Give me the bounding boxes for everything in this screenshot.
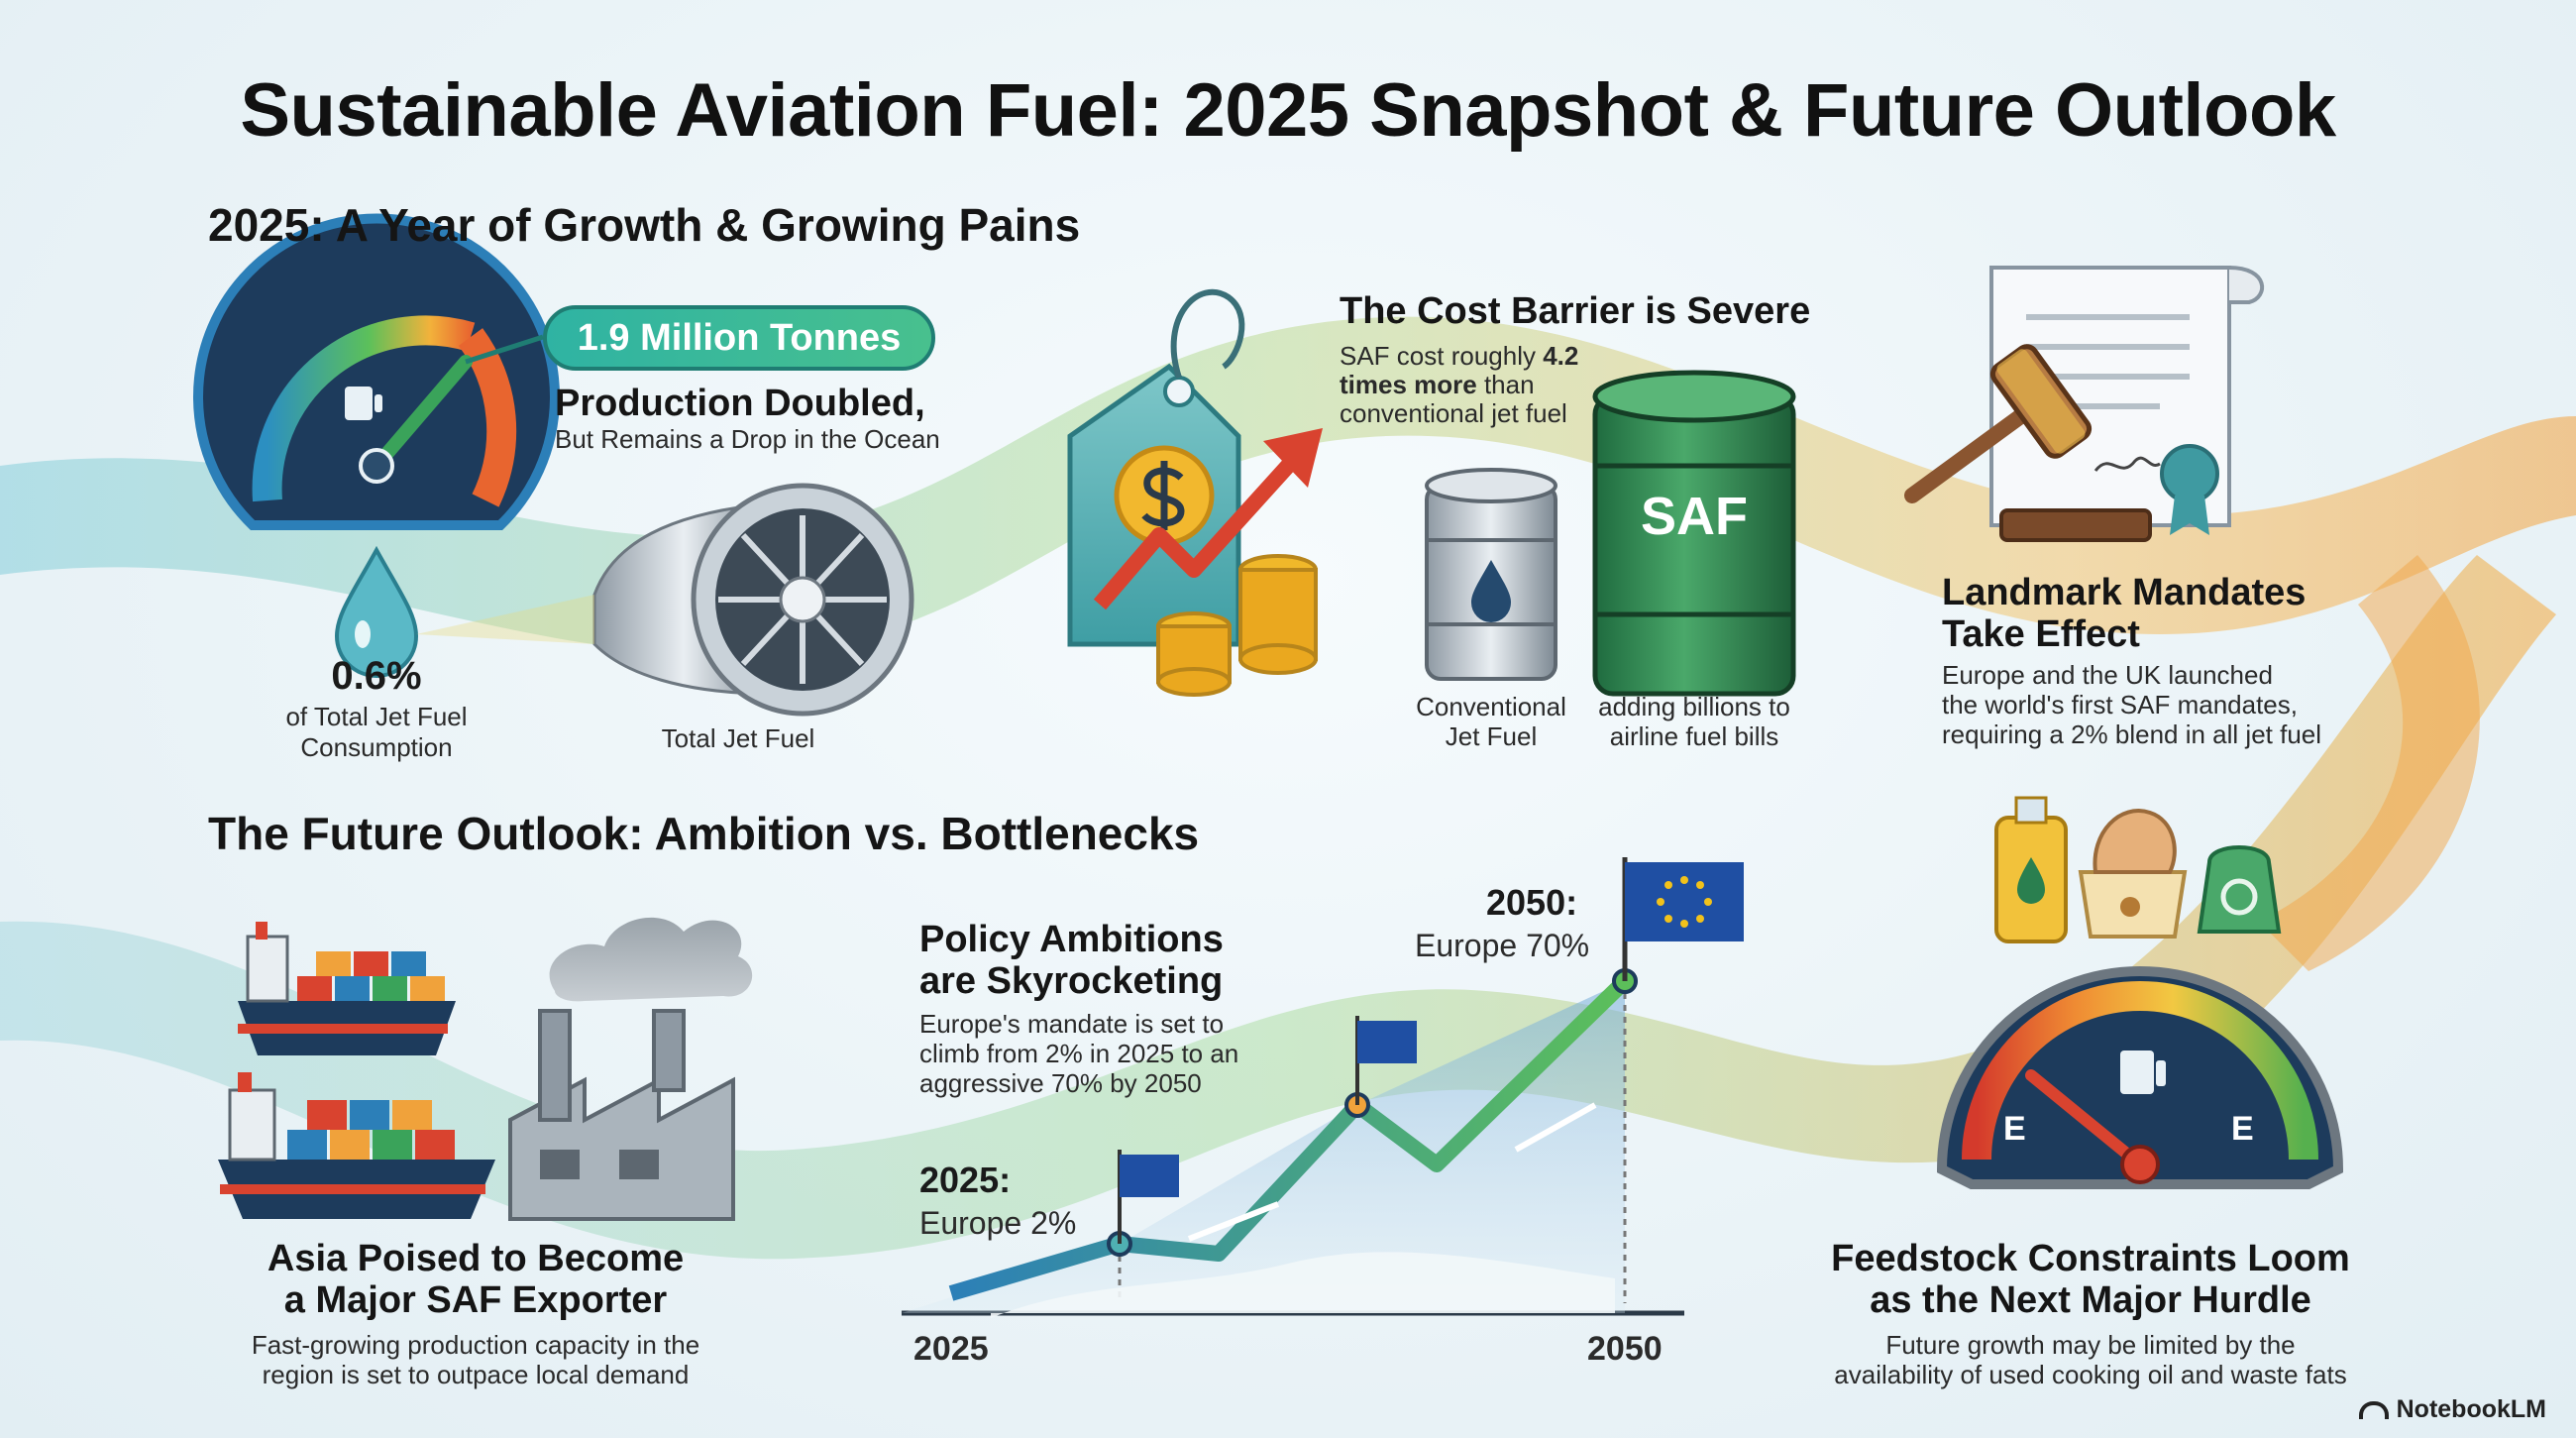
conventional-label-line1: Conventional bbox=[1416, 692, 1566, 721]
cost-line3: conventional jet fuel bbox=[1340, 398, 1567, 428]
section-heading-future: The Future Outlook: Ambition vs. Bottlen… bbox=[208, 808, 1200, 859]
mandates-title-line1: Landmark Mandates bbox=[1942, 572, 2307, 613]
policy-body-line3: aggressive 70% by 2050 bbox=[919, 1068, 1202, 1098]
conventional-fuel-barrel-icon bbox=[1425, 468, 1557, 681]
feedstock-body-line2: availability of used cooking oil and was… bbox=[1834, 1360, 2347, 1389]
feedstock-title-line1: Feedstock Constraints Loom bbox=[1831, 1238, 2350, 1279]
policy-title-line1: Policy Ambitions bbox=[919, 919, 1224, 960]
mandates-title-line2: Take Effect bbox=[1942, 613, 2140, 655]
chart-axis-start-label: 2025 bbox=[913, 1330, 989, 1368]
brand-mark: NotebookLM bbox=[2358, 1395, 2546, 1424]
flow-ribbon-bottom bbox=[0, 555, 2556, 1260]
share-value: 0.6% bbox=[331, 654, 422, 698]
policy-title-line2: are Skyrocketing bbox=[919, 960, 1224, 1002]
cost-line2: times more than bbox=[1340, 370, 1535, 399]
cooking-oil-bottle-icon bbox=[1994, 796, 2068, 943]
brand-label: NotebookLM bbox=[2396, 1395, 2546, 1423]
gauge-letter-left: E bbox=[2003, 1110, 2026, 1148]
jet-engine-icon bbox=[416, 483, 914, 717]
speedometer-icon bbox=[193, 213, 560, 530]
production-badge: 1.9 Million Tonnes bbox=[543, 305, 935, 371]
gauge-letter-right: E bbox=[2231, 1110, 2254, 1148]
page-title: Sustainable Aviation Fuel: 2025 Snapshot… bbox=[240, 68, 2336, 153]
conventional-label-line2: Jet Fuel bbox=[1445, 721, 1538, 751]
gavel-icon bbox=[1904, 344, 2152, 542]
chart-area bbox=[902, 981, 1625, 1313]
food-waste-bowl-icon bbox=[2078, 809, 2188, 939]
notebooklm-icon bbox=[2358, 1401, 2389, 1420]
eu-flag-icon bbox=[1355, 1016, 1417, 1105]
chart-start-value-label: Europe 2% bbox=[919, 1205, 1077, 1241]
production-subtitle: But Remains a Drop in the Ocean bbox=[555, 424, 940, 454]
policy-body-line2: climb from 2% in 2025 to an bbox=[919, 1039, 1239, 1068]
mandates-body-line3: requiring a 2% blend in all jet fuel bbox=[1942, 719, 2322, 749]
asia-body-line1: Fast-growing production capacity in the bbox=[251, 1330, 700, 1360]
coin-stack-icon bbox=[1156, 554, 1318, 697]
asia-title-line2: a Major SAF Exporter bbox=[283, 1279, 668, 1321]
asia-title-line1: Asia Poised to Become bbox=[267, 1238, 685, 1279]
recycle-bag-icon bbox=[2197, 845, 2282, 934]
chart-line bbox=[948, 975, 1631, 1301]
cost-title: The Cost Barrier is Severe bbox=[1340, 290, 1811, 332]
water-drop-icon bbox=[334, 545, 419, 678]
saf-label-line1: adding billions to bbox=[1598, 692, 1790, 721]
chart-end-value-label: Europe 70% bbox=[1415, 928, 1590, 963]
eu-flag-icon bbox=[1622, 857, 1744, 981]
factory-icon bbox=[508, 917, 753, 1221]
share-label-line1: of Total Jet Fuel bbox=[285, 702, 468, 731]
saf-barrel-text: SAF bbox=[1641, 487, 1748, 546]
production-title: Production Doubled, bbox=[555, 383, 925, 424]
price-tag-icon bbox=[1067, 288, 1323, 647]
policy-body-line1: Europe's mandate is set to bbox=[919, 1009, 1225, 1039]
saf-barrel-icon bbox=[1592, 370, 1796, 697]
section-heading-2025: 2025: A Year of Growth & Growing Pains bbox=[208, 199, 1081, 251]
chart-start-year-label: 2025: bbox=[919, 1160, 1012, 1200]
chart-axis-end-label: 2050 bbox=[1587, 1330, 1663, 1368]
eu-flag-icon bbox=[1118, 1150, 1179, 1244]
cargo-ship-icon bbox=[238, 922, 456, 1055]
chart-end-year-label: 2050: bbox=[1486, 882, 1578, 923]
engine-label: Total Jet Fuel bbox=[661, 723, 815, 753]
feedstock-body-line1: Future growth may be limited by the bbox=[1885, 1330, 2296, 1360]
feedstock-title-line2: as the Next Major Hurdle bbox=[1870, 1279, 2311, 1321]
flow-ribbon-side bbox=[2259, 555, 2480, 971]
cargo-ship-icon bbox=[218, 1072, 495, 1219]
mandates-body-line2: the world's first SAF mandates, bbox=[1942, 690, 2298, 719]
mandates-body-line1: Europe and the UK launched bbox=[1942, 660, 2273, 690]
fuel-gauge-icon bbox=[1936, 966, 2344, 1189]
cost-line1: SAF cost roughly 4.2 bbox=[1340, 341, 1579, 371]
share-label-line2: Consumption bbox=[300, 732, 453, 762]
saf-label-line2: airline fuel bills bbox=[1609, 721, 1779, 751]
mandate-trend-chart bbox=[902, 857, 1744, 1318]
mandate-document-icon bbox=[1989, 266, 2265, 535]
asia-body-line2: region is set to outpace local demand bbox=[262, 1360, 690, 1389]
